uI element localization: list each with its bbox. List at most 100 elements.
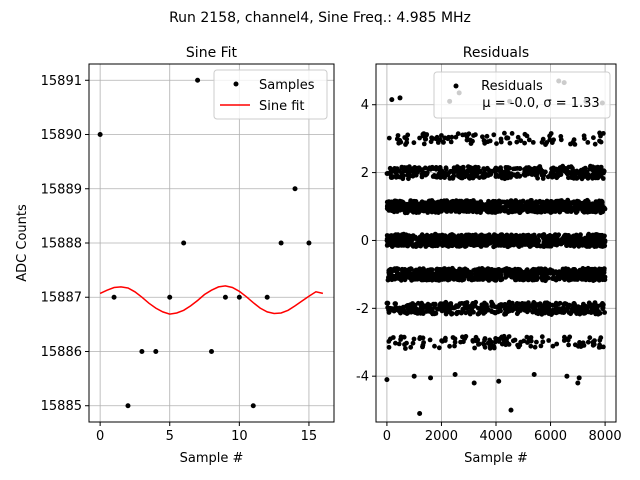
residual-point — [526, 207, 532, 213]
residual-point — [515, 243, 521, 248]
residual-outlier — [575, 380, 581, 386]
residual-point — [489, 269, 495, 275]
residual-point — [419, 242, 425, 247]
residual-point — [599, 204, 605, 210]
residual-point — [515, 134, 521, 140]
residual-point — [462, 336, 468, 341]
residual-point — [574, 202, 580, 208]
residual-point — [575, 234, 581, 240]
residual-point — [436, 278, 442, 283]
residual-point — [449, 174, 455, 180]
residual-point — [439, 308, 445, 314]
residual-point — [543, 303, 549, 309]
residual-point — [419, 199, 425, 205]
residual-point — [486, 237, 491, 243]
residual-point — [447, 204, 453, 210]
residual-point — [387, 270, 393, 276]
residual-point — [574, 209, 580, 214]
legend-samples-marker — [233, 81, 239, 87]
x-tick-label: 0 — [383, 429, 391, 444]
residual-point — [561, 301, 567, 307]
residual-point — [394, 269, 399, 274]
residual-outlier — [384, 377, 390, 383]
sample-point — [195, 77, 201, 83]
residual-point — [424, 132, 430, 137]
residual-point — [593, 209, 599, 214]
residual-point — [405, 172, 411, 178]
residual-point — [446, 134, 451, 140]
residual-point — [582, 136, 587, 142]
residual-point — [571, 301, 577, 306]
residual-point — [451, 236, 456, 241]
residual-point — [386, 207, 392, 213]
residual-point — [488, 171, 494, 177]
residual-point — [544, 202, 550, 208]
residual-point — [434, 208, 439, 214]
residuals-xlabel: Sample # — [464, 451, 528, 466]
residual-point — [546, 235, 552, 241]
residual-point — [416, 236, 421, 242]
residual-point — [433, 239, 438, 245]
x-tick-label: 0 — [96, 429, 104, 444]
residual-point — [538, 343, 544, 349]
sample-point — [236, 294, 242, 300]
residual-point — [516, 201, 521, 207]
residual-point — [487, 138, 493, 144]
residual-point — [539, 334, 545, 340]
residual-point — [565, 209, 571, 214]
residual-point — [551, 166, 557, 172]
residual-point — [532, 303, 538, 309]
residual-point — [437, 241, 442, 247]
residual-point — [586, 233, 592, 239]
residual-point — [472, 242, 478, 247]
sample-point — [250, 403, 256, 409]
residual-point — [522, 140, 527, 146]
residual-point — [468, 141, 474, 147]
residual-point — [412, 165, 418, 170]
residual-point — [404, 165, 410, 171]
residual-point — [531, 171, 536, 177]
residual-point — [492, 166, 498, 172]
residual-point — [434, 174, 440, 180]
residual-point — [565, 236, 571, 242]
residual-point — [570, 236, 576, 241]
residual-point — [511, 172, 517, 178]
residual-point — [564, 267, 570, 272]
residual-point — [437, 165, 443, 170]
residual-point — [470, 338, 476, 344]
residual-point — [525, 340, 530, 345]
residual-point — [600, 176, 606, 181]
residual-point — [497, 208, 503, 214]
residual-point — [403, 237, 409, 243]
residual-point — [486, 232, 492, 238]
sine-fit-xlabel: Sample # — [180, 451, 244, 466]
sample-point — [167, 294, 173, 300]
residual-point — [557, 172, 563, 178]
residual-point — [519, 233, 524, 239]
residual-point — [480, 303, 486, 308]
residual-point — [458, 199, 463, 205]
residual-point — [502, 266, 508, 272]
residual-outlier — [496, 378, 502, 384]
residual-point — [561, 199, 567, 205]
residual-point — [481, 138, 487, 143]
residual-point — [553, 310, 559, 315]
residual-point — [407, 272, 413, 278]
y-tick-label: 15890 — [41, 128, 82, 143]
residual-point — [567, 170, 573, 176]
residual-point — [488, 308, 494, 314]
residual-point — [541, 232, 547, 237]
residual-point — [440, 338, 445, 344]
residual-point — [540, 136, 546, 142]
residual-outlier — [564, 373, 570, 379]
residual-point — [581, 269, 587, 274]
residual-point — [393, 301, 398, 307]
residual-outlier — [452, 371, 458, 377]
residual-point — [384, 233, 390, 238]
residual-point — [427, 337, 433, 343]
residual-point — [596, 309, 602, 315]
residual-point — [446, 269, 452, 275]
residual-point — [484, 133, 490, 139]
residual-point — [601, 131, 606, 136]
residual-point — [504, 336, 509, 342]
